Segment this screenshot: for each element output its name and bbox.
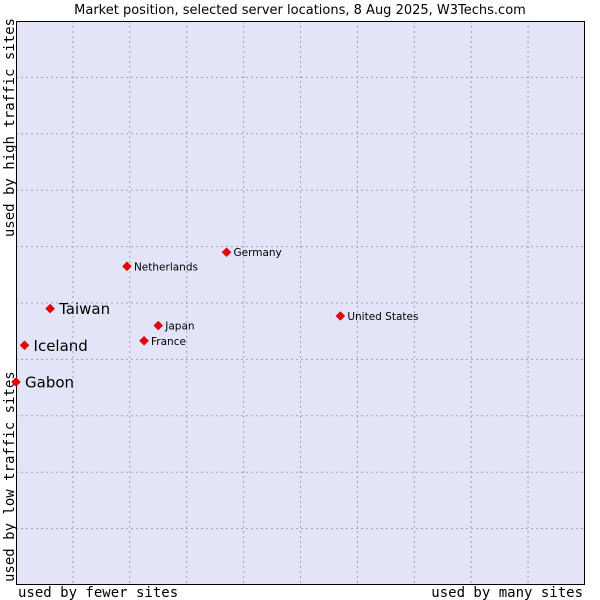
y-axis-label-high: used by high traffic sites xyxy=(2,18,18,237)
point-label-germany: Germany xyxy=(234,247,282,259)
point-label-france: France xyxy=(151,336,186,348)
point-marker-france xyxy=(139,335,149,346)
data-point-gabon: Gabon xyxy=(11,373,74,391)
plot-area xyxy=(16,21,585,585)
data-points: Germany Netherlands Taiwan United States Jap… xyxy=(11,247,418,391)
point-marker-united-states xyxy=(335,311,346,321)
point-marker-iceland xyxy=(19,340,30,351)
point-label-taiwan: Taiwan xyxy=(58,300,110,318)
y-axis-label-low: used by low traffic sites xyxy=(2,371,18,582)
x-axis-label-high: used by many sites xyxy=(431,585,583,600)
point-marker-netherlands xyxy=(122,261,132,272)
plot-border xyxy=(16,21,585,585)
point-label-japan: Japan xyxy=(164,321,194,333)
point-label-netherlands: Netherlands xyxy=(134,261,198,273)
data-point-germany: Germany xyxy=(221,247,282,259)
point-label-united-states: United States xyxy=(347,311,418,323)
point-label-gabon: Gabon xyxy=(25,373,74,391)
point-marker-gabon xyxy=(11,377,21,387)
x-axis-label-low: used by fewer sites xyxy=(18,585,178,600)
data-point-united-states: United States xyxy=(335,311,418,323)
chart-title: Market position, selected server locatio… xyxy=(74,3,526,18)
point-marker-japan xyxy=(153,320,164,331)
point-marker-taiwan xyxy=(45,303,55,314)
data-point-taiwan: Taiwan xyxy=(45,300,110,318)
data-point-france: France xyxy=(139,335,186,348)
data-point-japan: Japan xyxy=(153,320,195,333)
point-label-iceland: Iceland xyxy=(34,337,88,355)
point-marker-germany xyxy=(221,247,232,258)
data-point-iceland: Iceland xyxy=(19,337,88,355)
data-point-netherlands: Netherlands xyxy=(122,261,198,273)
